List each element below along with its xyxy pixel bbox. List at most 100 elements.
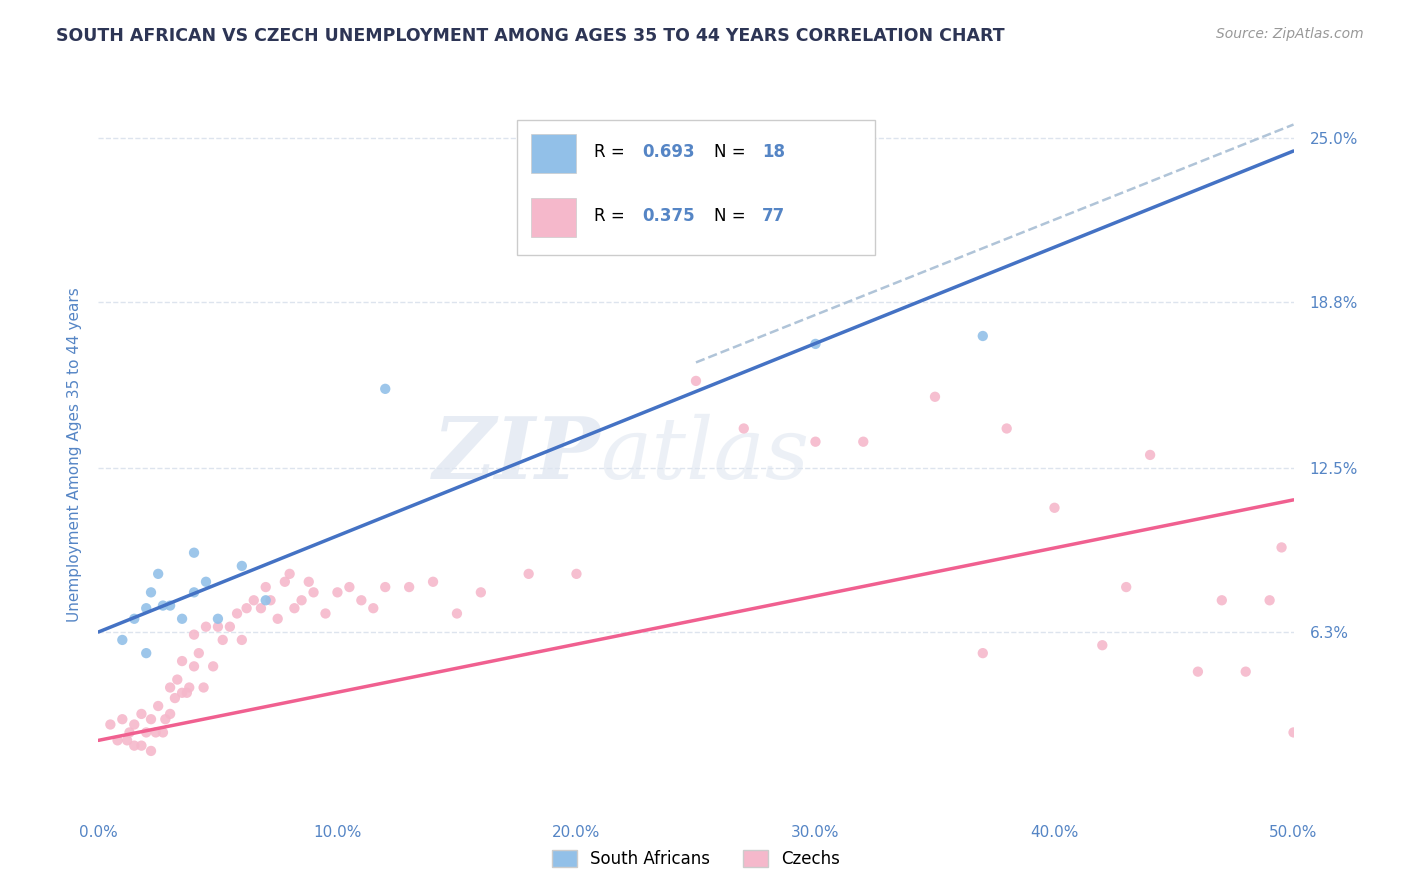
Point — [124, 717, 146, 731]
Point — [235, 601, 257, 615]
Point — [131, 706, 153, 721]
Point — [254, 593, 277, 607]
Point — [172, 686, 194, 700]
Point — [226, 607, 249, 621]
Point — [446, 607, 468, 621]
Point — [159, 599, 181, 613]
Text: 0.375: 0.375 — [643, 207, 695, 225]
Point — [1187, 665, 1209, 679]
Text: atlas: atlas — [600, 414, 810, 496]
Point — [290, 593, 312, 607]
Point — [139, 712, 162, 726]
Point — [183, 627, 205, 641]
Point — [298, 574, 321, 589]
Point — [972, 329, 994, 343]
Point — [685, 374, 707, 388]
Text: Source: ZipAtlas.com: Source: ZipAtlas.com — [1216, 27, 1364, 41]
Point — [302, 585, 325, 599]
Point — [924, 390, 946, 404]
Point — [183, 546, 205, 560]
Point — [1234, 665, 1257, 679]
Point — [363, 601, 385, 615]
Point — [374, 580, 396, 594]
Point — [1258, 593, 1281, 607]
Point — [278, 566, 301, 581]
Point — [202, 659, 225, 673]
Point — [326, 585, 349, 599]
FancyBboxPatch shape — [531, 198, 576, 237]
Point — [1043, 500, 1066, 515]
Point — [422, 574, 444, 589]
Point — [733, 421, 755, 435]
Legend: South Africans, Czechs: South Africans, Czechs — [546, 843, 846, 875]
Text: 18: 18 — [762, 143, 785, 161]
Point — [187, 646, 209, 660]
Point — [98, 717, 122, 731]
Point — [194, 620, 217, 634]
Point — [135, 646, 157, 660]
Point — [243, 593, 266, 607]
Text: 0.693: 0.693 — [643, 143, 695, 161]
Point — [148, 566, 170, 581]
Point — [207, 620, 229, 634]
Point — [804, 337, 827, 351]
Point — [972, 646, 994, 660]
Point — [219, 620, 242, 634]
Point — [1139, 448, 1161, 462]
Point — [259, 593, 281, 607]
Point — [283, 601, 305, 615]
Point — [470, 585, 492, 599]
Point — [398, 580, 420, 594]
Text: R =: R = — [595, 143, 630, 161]
Point — [374, 382, 396, 396]
Point — [159, 681, 181, 695]
Point — [231, 632, 253, 647]
Point — [1091, 638, 1114, 652]
Point — [267, 612, 290, 626]
Point — [1282, 725, 1305, 739]
Text: 77: 77 — [762, 207, 785, 225]
Point — [207, 612, 229, 626]
Text: N =: N = — [714, 143, 751, 161]
Point — [135, 601, 157, 615]
Point — [250, 601, 273, 615]
Point — [131, 739, 153, 753]
Text: ZIP: ZIP — [433, 413, 600, 497]
Point — [183, 585, 205, 599]
Point — [804, 434, 827, 449]
Point — [155, 712, 177, 726]
Point — [613, 223, 636, 237]
Point — [148, 698, 170, 713]
Point — [124, 739, 146, 753]
Point — [152, 725, 174, 739]
Point — [111, 632, 134, 647]
FancyBboxPatch shape — [531, 134, 576, 173]
Point — [111, 712, 134, 726]
Point — [166, 673, 188, 687]
Point — [254, 580, 277, 594]
Point — [1271, 541, 1294, 555]
Point — [172, 654, 194, 668]
Point — [193, 681, 215, 695]
Point — [231, 558, 253, 573]
Text: N =: N = — [714, 207, 751, 225]
Y-axis label: Unemployment Among Ages 35 to 44 years: Unemployment Among Ages 35 to 44 years — [66, 287, 82, 623]
Point — [145, 725, 167, 739]
Point — [995, 421, 1018, 435]
Point — [337, 580, 360, 594]
Point — [163, 691, 186, 706]
Point — [350, 593, 373, 607]
Point — [115, 733, 138, 747]
Point — [565, 566, 588, 581]
Point — [118, 725, 141, 739]
Point — [315, 607, 337, 621]
Point — [852, 434, 875, 449]
Point — [1211, 593, 1233, 607]
Point — [152, 599, 174, 613]
Text: SOUTH AFRICAN VS CZECH UNEMPLOYMENT AMONG AGES 35 TO 44 YEARS CORRELATION CHART: SOUTH AFRICAN VS CZECH UNEMPLOYMENT AMON… — [56, 27, 1005, 45]
Point — [1115, 580, 1137, 594]
Point — [179, 681, 201, 695]
Point — [135, 725, 157, 739]
Point — [124, 612, 146, 626]
Point — [172, 612, 194, 626]
